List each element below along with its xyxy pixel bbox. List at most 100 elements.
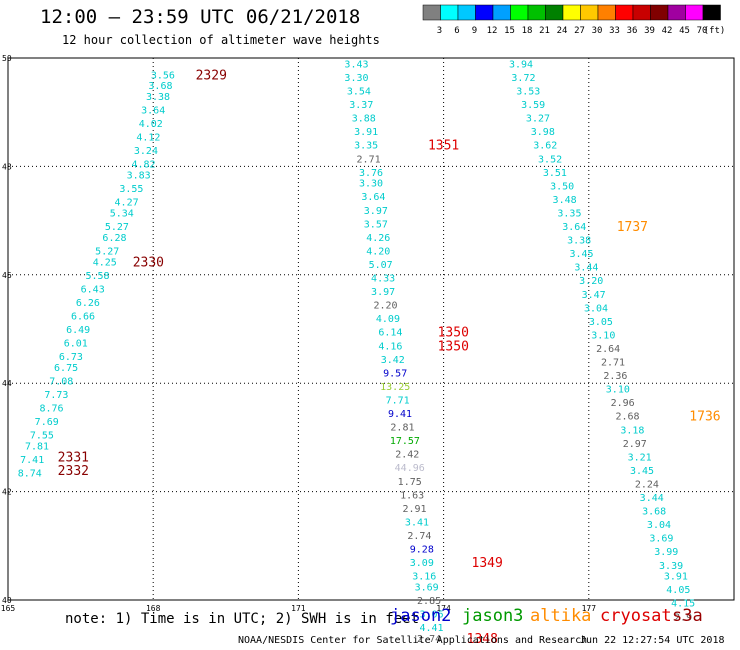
swh-value-label: 44.96	[395, 463, 425, 474]
swh-value-label: 4.41	[419, 623, 443, 634]
swh-value-label: 3.94	[509, 59, 533, 70]
legend-swatch	[562, 4, 581, 21]
legend-tick-label: 3	[437, 26, 442, 36]
x-tick-label: 168	[146, 604, 161, 613]
swh-value-label: 2.71	[601, 358, 625, 369]
swh-value-label: 2.96	[611, 398, 635, 409]
swh-value-label: 3.69	[415, 582, 439, 593]
pass-time-label: 1350	[438, 326, 469, 341]
swh-value-label: 3.16	[412, 572, 436, 583]
swh-value-label: 9.28	[410, 545, 434, 556]
swh-value-label: 3.37	[349, 100, 373, 111]
legend-tick-label: 70	[697, 26, 708, 36]
x-tick-label: 165	[1, 604, 16, 613]
swh-value-label: 2.9	[674, 612, 692, 623]
swh-value-label: 3.38	[567, 236, 591, 247]
legend-swatch	[702, 4, 721, 21]
plot-frame	[7, 57, 735, 601]
legend-tick-label: 39	[644, 26, 655, 36]
swh-value-label: 4.15	[671, 599, 695, 610]
pass-time-label: 1736	[689, 410, 720, 425]
swh-value-label: 4.27	[115, 198, 139, 209]
swh-value-label: 3.18	[620, 425, 644, 436]
swh-value-label: 3.56	[151, 70, 175, 81]
swh-value-label: 5.58	[85, 271, 109, 282]
swh-value-label: 3.68	[642, 507, 666, 518]
swh-value-label: 3.47	[582, 290, 606, 301]
swh-value-label: 3.83	[127, 171, 151, 182]
swh-value-label: 2.24	[635, 479, 659, 490]
swh-value-label: 2.71	[357, 154, 381, 165]
legend-swatch	[632, 4, 651, 21]
legend-swatch	[492, 4, 511, 21]
legend-tick-label: 24	[557, 26, 568, 36]
swh-value-label: 3.64	[562, 222, 586, 233]
swh-value-label: 6.66	[71, 311, 95, 322]
swh-value-label: 3.59	[521, 100, 545, 111]
swh-value-label: 6.49	[66, 325, 90, 336]
satellite-cryosat: cryosat	[600, 606, 672, 626]
swh-value-label: 3.91	[354, 127, 378, 138]
swh-value-label: 3.99	[654, 547, 678, 558]
swh-value-label: 3.55	[119, 184, 143, 195]
swh-value-label: 3.53	[516, 87, 540, 98]
swh-value-label: 3.04	[647, 520, 671, 531]
swh-value-label: 6.26	[76, 298, 100, 309]
legend-tick-label: 42	[662, 26, 673, 36]
swh-value-label: 2.64	[596, 344, 620, 355]
swh-value-label: 9.41	[388, 409, 412, 420]
legend-swatch	[440, 4, 459, 21]
swh-value-label: 3.68	[148, 81, 172, 92]
swh-value-label: 7.55	[30, 431, 54, 442]
swh-value-label: 3.35	[354, 141, 378, 152]
swh-value-label: 7.69	[35, 417, 59, 428]
swh-value-label: 2.85	[417, 596, 441, 607]
swh-value-label: 2.91	[403, 504, 427, 515]
swh-value-label: 3.88	[352, 114, 376, 125]
swh-value-label: 4.05	[666, 585, 690, 596]
axis-tick-labels: 165 168 171 174 177 40 42 44 46 48 50	[1, 54, 596, 613]
swh-value-label: 3.44	[640, 493, 664, 504]
swh-value-label: 1.63	[400, 490, 424, 501]
swh-value-label: 9.57	[383, 368, 407, 379]
y-tick-label: 50	[2, 54, 12, 63]
pass-time-label: 2332	[58, 464, 89, 479]
swh-value-label: 3.38	[146, 92, 170, 103]
swh-value-label: 4.16	[378, 341, 402, 352]
swh-value-label: 6.14	[378, 328, 402, 339]
legend-swatch	[615, 4, 634, 21]
legend-swatch	[527, 4, 546, 21]
swh-value-label: 3.41	[405, 517, 429, 528]
legend-swatch	[597, 4, 616, 21]
x-tick-label: 177	[582, 604, 597, 613]
swh-value-label: 7.71	[386, 395, 410, 406]
legend-tick-label: 36	[627, 26, 638, 36]
legend-tick-label: 27	[574, 26, 585, 36]
swh-value-label: 3.27	[526, 114, 550, 125]
swh-value-label: 4.82	[131, 160, 155, 171]
legend-swatch	[685, 4, 704, 21]
swh-value-label: 7.08	[49, 376, 73, 387]
credit-text: NOAA/NESDIS Center for Satellite Applica…	[238, 635, 588, 646]
legend-tick-label: 9	[472, 26, 477, 36]
swh-value-label: 2.20	[373, 301, 397, 312]
timestamp-text: Jun 22 12:27:54 UTC 2018	[580, 635, 725, 646]
swh-value-label: 6.28	[102, 233, 126, 244]
legend-swatch	[667, 4, 686, 21]
swh-value-label: 3.45	[630, 466, 654, 477]
swh-value-label: 7.73	[44, 390, 68, 401]
swh-value-label: 6.75	[54, 363, 78, 374]
swh-value-label: 5.27	[105, 222, 129, 233]
y-tick-label: 44	[2, 379, 12, 388]
legend-swatch	[545, 4, 564, 21]
swh-value-label: 3.97	[371, 287, 395, 298]
swh-value-label: 4.33	[371, 274, 395, 285]
pass-time-label: 2330	[133, 255, 164, 270]
swh-value-label: 8.76	[40, 404, 64, 415]
swh-value-label: 3.72	[511, 73, 535, 84]
legend-tick-label: 12	[487, 26, 498, 36]
legend-swatch	[475, 4, 494, 21]
swh-value-label: 2.81	[390, 423, 414, 434]
swh-value-label: 3.43	[344, 59, 368, 70]
y-tick-label: 46	[2, 271, 12, 280]
